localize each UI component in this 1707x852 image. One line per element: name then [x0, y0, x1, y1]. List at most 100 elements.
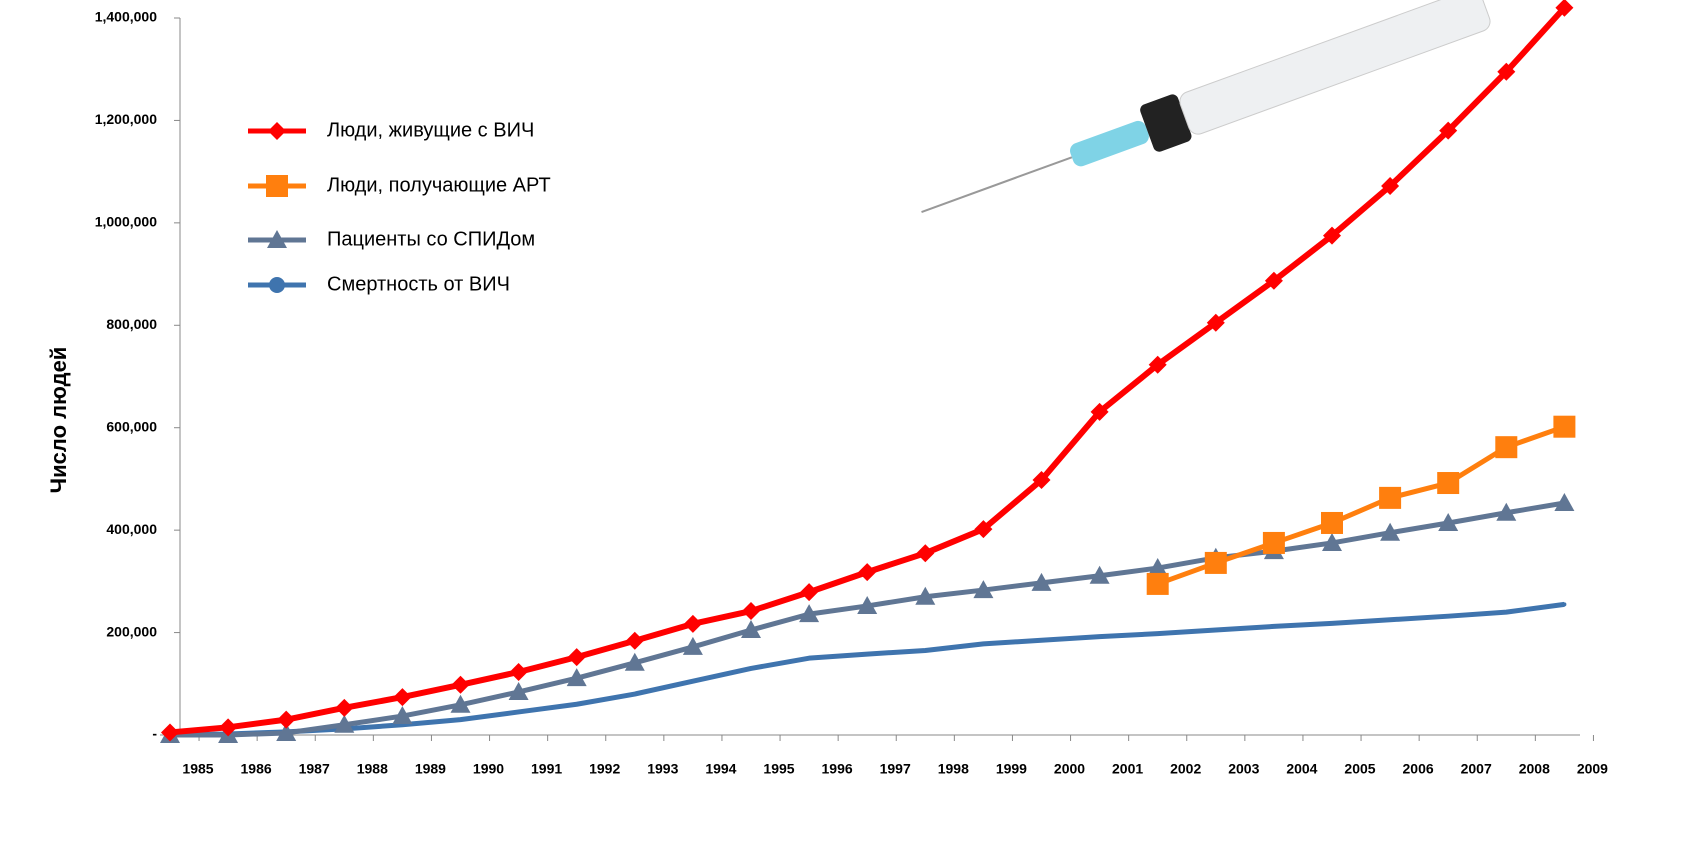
y-tick-label: 400,000	[106, 521, 157, 537]
data-point	[1148, 355, 1167, 374]
x-tick-label: 1986	[241, 761, 272, 777]
data-point	[624, 652, 645, 671]
data-point	[219, 718, 238, 737]
y-tick-label: 800,000	[106, 316, 157, 332]
data-point	[1321, 511, 1343, 534]
data-point	[1264, 271, 1283, 290]
data-point	[799, 604, 820, 623]
data-point	[974, 520, 993, 539]
legend-label: Смертность от ВИЧ	[327, 273, 510, 295]
data-point	[1330, 621, 1334, 626]
data-point	[857, 595, 878, 614]
x-tick-label: 1999	[996, 761, 1027, 777]
x-tick-label: 2005	[1344, 761, 1375, 777]
y-tick-label: 1,000,000	[95, 214, 157, 230]
x-tick-label: 1987	[299, 761, 330, 777]
x-tick-label: 1990	[473, 761, 504, 777]
data-point	[749, 666, 753, 671]
data-point	[981, 641, 986, 646]
data-point	[451, 675, 470, 694]
data-point	[1206, 313, 1225, 332]
legend-marker	[269, 277, 285, 293]
x-tick-label: 1998	[938, 761, 969, 777]
data-point	[1439, 121, 1458, 140]
data-point	[508, 681, 529, 700]
data-point	[865, 652, 870, 657]
data-point	[1437, 472, 1460, 495]
y-tick-label: 600,000	[106, 418, 157, 434]
y-tick-label: 200,000	[106, 623, 157, 639]
data-point	[1504, 610, 1509, 615]
data-point	[1380, 522, 1401, 541]
data-point	[690, 679, 695, 684]
data-point	[1039, 638, 1044, 643]
data-point	[566, 668, 587, 687]
x-tick-label: 1991	[531, 761, 562, 777]
data-point	[1031, 572, 1052, 591]
x-tick-label: 1996	[822, 761, 853, 777]
x-tick-label: 2006	[1403, 761, 1434, 777]
data-point	[973, 580, 994, 599]
data-point	[392, 706, 413, 725]
x-tick-label: 2004	[1286, 761, 1317, 777]
y-tick-label: -	[152, 726, 157, 742]
data-point	[1271, 624, 1276, 629]
data-point	[1555, 0, 1574, 17]
data-point	[516, 709, 521, 714]
data-point	[1323, 226, 1341, 245]
data-point	[277, 710, 296, 729]
data-point	[1032, 470, 1051, 489]
legend-marker	[266, 175, 288, 197]
x-tick-label: 1994	[705, 761, 736, 777]
data-point	[1155, 631, 1160, 636]
data-point	[1147, 558, 1168, 577]
data-point	[632, 692, 637, 697]
legend-marker	[268, 122, 286, 140]
data-point	[574, 702, 579, 707]
legend-label: Люди, получающие АРТ	[327, 174, 551, 196]
data-point	[1322, 532, 1342, 551]
x-tick-label: 1988	[357, 761, 388, 777]
x-tick-label: 2003	[1228, 761, 1259, 777]
data-point	[800, 583, 819, 602]
x-tick-label: 1992	[589, 761, 620, 777]
data-point	[1213, 628, 1218, 633]
data-point	[393, 688, 412, 707]
x-tick-label: 2007	[1461, 761, 1492, 777]
syringe-illustration	[921, 0, 1491, 213]
data-point	[682, 636, 703, 655]
data-point	[1381, 176, 1400, 195]
x-tick-label: 2001	[1112, 761, 1143, 777]
data-point	[450, 694, 471, 713]
x-tick-label: 1997	[880, 761, 911, 777]
data-point	[741, 620, 761, 639]
y-axis-title: Число людей	[46, 347, 71, 494]
data-point	[567, 648, 586, 667]
data-point	[1379, 486, 1402, 509]
data-point	[683, 614, 702, 633]
data-point	[1438, 512, 1459, 531]
data-point	[915, 586, 936, 605]
data-point	[161, 723, 179, 742]
data-point	[858, 563, 877, 582]
data-point	[1554, 492, 1575, 511]
legend-marker	[267, 230, 287, 248]
data-point	[509, 663, 528, 682]
data-point	[1388, 617, 1393, 622]
data-point	[1097, 634, 1102, 639]
legend-label: Люди, живущие с ВИЧ	[327, 119, 534, 141]
data-point	[458, 717, 463, 722]
data-point	[1446, 614, 1451, 619]
data-point	[1090, 402, 1109, 421]
data-point	[1089, 565, 1110, 584]
x-tick-label: 1995	[763, 761, 794, 777]
data-point	[1204, 551, 1227, 574]
data-point	[1562, 602, 1567, 607]
data-point	[916, 544, 935, 563]
data-point	[335, 698, 354, 717]
data-point	[1553, 415, 1576, 438]
y-tick-label: 1,200,000	[95, 111, 157, 127]
data-point	[276, 722, 297, 741]
series-line	[169, 601, 1565, 738]
